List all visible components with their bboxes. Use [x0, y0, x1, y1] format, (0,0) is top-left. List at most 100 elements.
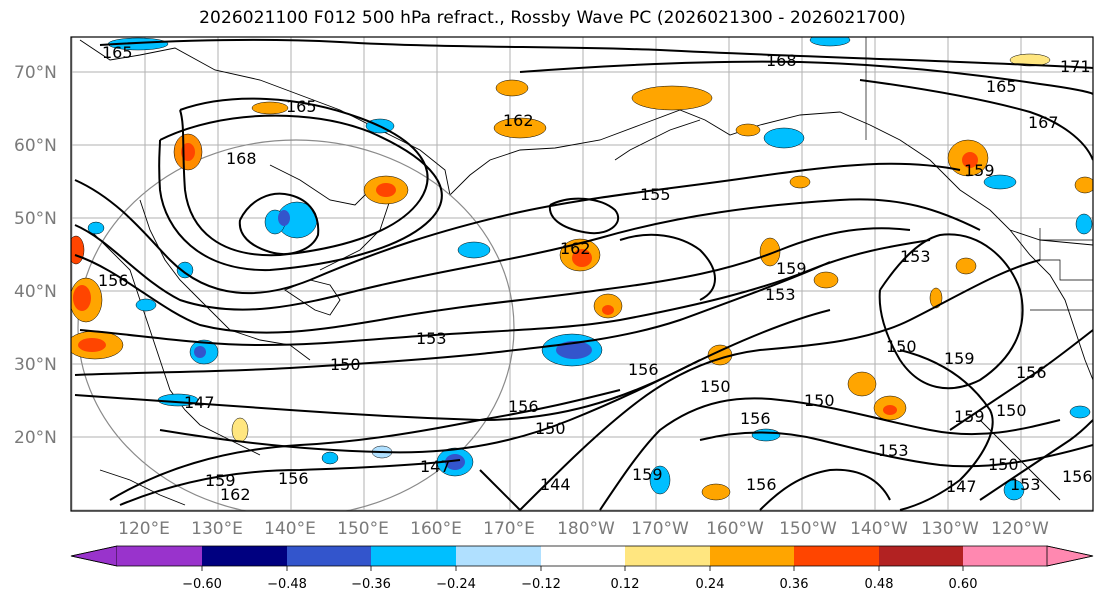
contour-label: 144: [540, 475, 571, 494]
lat-label: 70°N: [14, 63, 57, 83]
colorbar-tick-label: −0.60: [182, 577, 222, 592]
yellow-patch: [1009, 53, 1051, 67]
orange-patch: [251, 101, 289, 115]
blue-patch: [87, 221, 105, 235]
red-patch: [73, 285, 91, 311]
contour-label: 168: [226, 149, 257, 168]
blue-patch: [176, 261, 194, 279]
colorbar-segment: [456, 546, 541, 566]
lat-label: 30°N: [14, 355, 57, 375]
contour-label: 153: [900, 247, 931, 266]
colorbar-segment: [287, 546, 371, 566]
contour-label: 150: [700, 377, 731, 396]
red-patch: [376, 183, 396, 197]
contour-label: 156: [1016, 363, 1047, 382]
anomaly-patches: [71, 37, 1093, 501]
lat-label: 40°N: [14, 282, 57, 302]
orange-patch: [847, 371, 877, 397]
colorbar-segment: [879, 546, 963, 566]
lon-label: 160°E: [410, 519, 462, 539]
blue-patch: [1075, 213, 1093, 235]
contour-label: 156: [628, 360, 659, 379]
colorbar-outline: [70, 545, 1094, 567]
colorbar-tick-label: −0.24: [436, 577, 476, 592]
blue-patch: [983, 174, 1017, 190]
blue-patch: [135, 298, 157, 312]
lon-label: 120°E: [118, 519, 170, 539]
colorbar-segment: [710, 546, 794, 566]
range-circle: [77, 139, 515, 511]
lon-label: 150°W: [779, 519, 837, 539]
height-contours: [74, 38, 1093, 511]
colorbar-segment: [202, 546, 287, 566]
contour-label: 159: [954, 407, 985, 426]
lon-labels: 120°E 130°E 140°E 150°E 160°E 170°E 180°…: [118, 519, 1049, 539]
contour-label: 159: [944, 349, 975, 368]
orange-patch: [701, 483, 731, 501]
blue-patch: [751, 428, 781, 442]
orange-patch: [1074, 176, 1093, 194]
lat-label: 20°N: [14, 428, 57, 448]
contour-label: 165: [102, 43, 133, 62]
red-patch: [572, 249, 592, 267]
borders: [865, 37, 1093, 311]
colorbar-arrow-left: [70, 545, 118, 567]
blue-patch: [1069, 405, 1091, 419]
contour-label: 150: [996, 401, 1027, 420]
colorbar-tick-label: −0.48: [267, 577, 307, 592]
contour-label: 162: [503, 111, 534, 130]
red-patch: [883, 405, 897, 415]
contour-label: 167: [1028, 113, 1059, 132]
blue-patch: [556, 341, 592, 359]
colorbar-tick-marks: [201, 566, 964, 571]
contour-label: 165: [286, 97, 317, 116]
blue-patch: [649, 465, 671, 495]
lon-label: 170°W: [631, 519, 689, 539]
colorbar-tick-label: −0.12: [521, 577, 561, 592]
coastlines: [79, 39, 1093, 506]
orange-patch: [929, 287, 943, 309]
contour-label: 162: [560, 239, 591, 258]
lat-labels: 70°N 60°N 50°N 40°N 30°N 20°N: [14, 63, 57, 448]
colorbar-tick-label: 0.12: [611, 577, 640, 592]
contour-label: 150: [330, 355, 361, 374]
contour-label: 155: [640, 185, 671, 204]
colorbar-tick-label: −0.36: [351, 577, 391, 592]
orange-patch: [759, 237, 781, 267]
colorbar-ticks: −0.60 −0.48 −0.36 −0.24 −0.12 0.12 0.24 …: [182, 577, 977, 592]
contour-label: 168: [766, 51, 797, 70]
contour-label: 150: [804, 391, 835, 410]
colorbar-tick-label: 0.36: [780, 577, 809, 592]
blue-patch: [278, 210, 290, 226]
map-frame: [70, 36, 1094, 512]
orange-patch: [813, 271, 839, 289]
contour-label: 153: [1010, 475, 1041, 494]
contour-label: 156: [508, 397, 539, 416]
yellow-patch: [231, 417, 249, 443]
contour-label: 159: [632, 465, 663, 484]
lon-label: 140°E: [264, 519, 316, 539]
contour-label: 147: [420, 457, 451, 476]
contour-label: 159: [964, 161, 995, 180]
lon-label: 170°E: [483, 519, 535, 539]
colorbar-segment: [625, 546, 710, 566]
lon-label: 130°W: [921, 519, 979, 539]
contour-label: 171: [1060, 57, 1091, 76]
colorbar-segment: [963, 546, 1047, 566]
contour-label: 150: [988, 455, 1019, 474]
contour-label: 153: [878, 441, 909, 460]
orange-patch: [735, 123, 761, 137]
lon-label: 180°W: [557, 519, 615, 539]
blue-patch: [445, 454, 465, 470]
red-patch: [602, 305, 614, 315]
lon-label: 120°W: [991, 519, 1049, 539]
orange-patch: [495, 79, 529, 97]
red-patch: [78, 338, 106, 352]
contour-label: 162: [220, 485, 251, 504]
orange-patch: [493, 117, 547, 139]
colorbar-segment: [794, 546, 879, 566]
colorbar-arrow-right: [1046, 545, 1094, 567]
contour-labels: 165 168 171 165 162 165 167 168 159 156 …: [98, 43, 1093, 504]
contour-label: 150: [535, 419, 566, 438]
